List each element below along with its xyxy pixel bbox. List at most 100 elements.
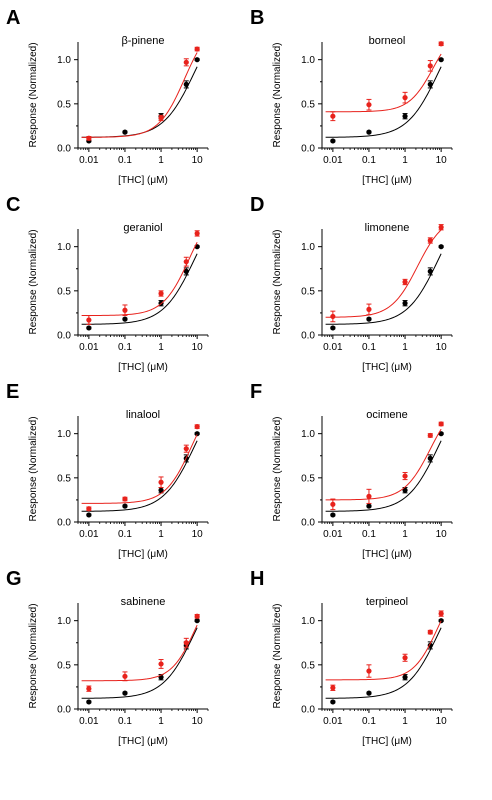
panel-title: terpineol (366, 596, 408, 608)
y-tick-label: 0.5 (57, 99, 71, 110)
control-data-point (402, 487, 408, 493)
control-data-point (427, 81, 433, 87)
x-axis-label: [THC] (μM) (118, 736, 168, 747)
terpene-data-point (438, 421, 444, 427)
y-tick-label: 1.0 (57, 616, 71, 627)
control-data-point (158, 487, 164, 493)
control-data-point (402, 674, 408, 680)
terpene-data-point (366, 306, 372, 312)
control-data-point (438, 431, 444, 437)
y-tick-label: 1.0 (57, 242, 71, 253)
y-tick-label: 1.0 (301, 242, 315, 253)
terpene-fit-curve (325, 53, 442, 113)
y-tick-label: 0.0 (57, 144, 71, 155)
terpene-data-point (158, 290, 164, 297)
y-tick-label: 1.0 (301, 55, 315, 66)
control-data-point (438, 618, 444, 624)
y-axis-label: Response (Normalized) (272, 42, 283, 147)
x-tick-label: 10 (436, 155, 448, 166)
terpene-data-point (86, 135, 92, 141)
control-fit-curve (325, 627, 442, 699)
control-data-point (438, 244, 444, 250)
panel-title: β-pinene (121, 35, 164, 47)
x-tick-label: 0.01 (79, 155, 99, 166)
terpene-data-point (194, 230, 200, 237)
control-data-point (194, 618, 200, 624)
terpene-data-point (122, 307, 128, 313)
terpene-data-point (402, 95, 408, 101)
control-fit-curve (81, 66, 198, 138)
terpene-data-point (183, 59, 189, 65)
y-tick-label: 0.0 (301, 705, 315, 716)
x-tick-label: 10 (436, 529, 448, 540)
control-data-point (330, 325, 336, 331)
y-tick-label: 0.0 (57, 331, 71, 342)
x-axis-label: [THC] (μM) (118, 362, 168, 373)
terpene-data-point (183, 640, 189, 646)
terpene-data-point (194, 613, 200, 619)
terpene-fit-curve (81, 242, 198, 317)
x-tick-label: 1 (158, 716, 164, 727)
control-data-point (86, 699, 92, 705)
x-tick-label: 0.01 (79, 342, 99, 353)
panel-label: E (6, 381, 19, 403)
panel-title: linalool (126, 409, 160, 421)
terpene-data-point (330, 113, 336, 119)
terpene-fit-curve (325, 620, 442, 681)
x-tick-label: 0.1 (362, 716, 376, 727)
x-axis-label: [THC] (μM) (362, 362, 412, 373)
control-data-point (330, 512, 336, 518)
x-axis-label: [THC] (μM) (118, 175, 168, 186)
terpene-data-point (86, 317, 92, 323)
control-data-point (330, 138, 336, 144)
terpene-data-point (427, 629, 433, 635)
terpene-fit-curve (81, 624, 198, 682)
x-tick-label: 0.01 (323, 342, 343, 353)
x-tick-label: 0.01 (79, 529, 99, 540)
y-axis-label: Response (Normalized) (28, 229, 39, 334)
x-tick-label: 1 (402, 155, 408, 166)
terpene-fit-curve (325, 229, 442, 318)
control-data-point (122, 316, 128, 322)
terpene-data-point (122, 673, 128, 679)
terpene-data-point (438, 611, 444, 617)
terpene-data-point (438, 41, 444, 47)
x-tick-label: 10 (436, 342, 448, 353)
terpene-data-point (366, 102, 372, 108)
terpene-data-point (330, 685, 336, 691)
terpene-data-point (122, 496, 128, 502)
terpene-data-point (158, 479, 164, 485)
panel-label: H (250, 568, 264, 590)
control-data-point (183, 81, 189, 87)
y-tick-label: 0.5 (57, 473, 71, 484)
y-tick-label: 0.0 (57, 705, 71, 716)
x-tick-label: 1 (402, 342, 408, 353)
terpene-data-point (86, 506, 92, 512)
terpene-data-point (194, 424, 200, 430)
x-tick-label: 1 (158, 529, 164, 540)
y-axis-label: Response (Normalized) (28, 42, 39, 147)
control-fit-curve (325, 253, 442, 325)
control-data-point (86, 325, 92, 331)
y-tick-label: 0.5 (57, 660, 71, 671)
panel-title: borneol (369, 35, 406, 47)
control-data-point (366, 316, 372, 322)
terpene-data-point (427, 237, 433, 244)
control-data-point (183, 268, 189, 274)
panel-a: Aβ-pinene 0.0 0.5 1.0 0.01 0.1 1 10 [THC] (μM) Re… (6, 7, 209, 186)
y-tick-label: 0.0 (301, 518, 315, 529)
control-fit-curve (325, 66, 442, 138)
x-tick-label: 1 (402, 529, 408, 540)
control-data-point (86, 512, 92, 518)
x-tick-label: 0.1 (362, 342, 376, 353)
terpene-fit-curve (325, 428, 442, 501)
x-tick-label: 10 (192, 155, 204, 166)
control-data-point (122, 129, 128, 135)
y-tick-label: 1.0 (57, 55, 71, 66)
terpene-data-point (158, 661, 164, 667)
terpene-data-point (402, 655, 408, 661)
terpene-data-point (330, 501, 336, 507)
panel-title: sabinene (121, 596, 166, 608)
y-axis-label: Response (Normalized) (272, 603, 283, 708)
